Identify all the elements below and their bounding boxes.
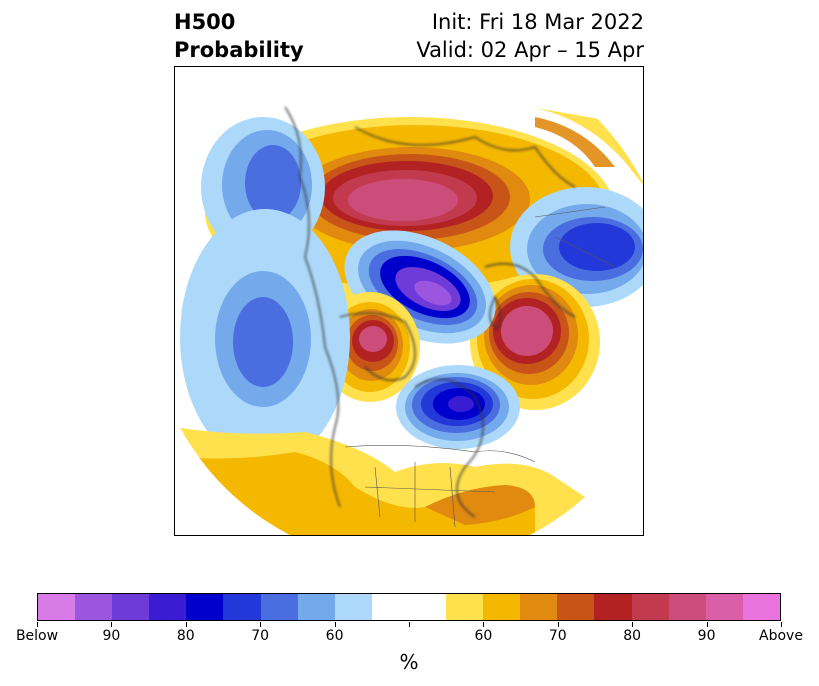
colorbar-swatch [668,594,706,620]
chart-title: H500 Probability [174,8,304,64]
colorbar-tick [111,622,113,627]
colorbar-swatch [371,594,409,620]
colorbar-tick [483,622,485,627]
colorbar-swatch [223,594,261,620]
colorbar-swatch [705,594,743,620]
colorbar-tick-label: 60 [474,628,493,644]
colorbar-swatch [408,594,447,620]
title-field: H500 [174,10,236,34]
anomaly-subtropics-above [175,427,643,535]
colorbar-tick [185,622,187,627]
map-panel [174,66,644,536]
colorbar-tick [37,622,38,627]
colorbar-swatch [631,594,669,620]
valid-period: Valid: 02 Apr – 15 Apr [416,38,644,62]
run-info: Init: Fri 18 Mar 2022 Valid: 02 Apr – 15… [416,8,644,64]
colorbar-swatch [260,594,298,620]
colorbar-swatch [446,594,484,620]
colorbar-swatch [149,594,187,620]
colorbar-tick [706,622,708,627]
colorbar-tick [260,622,262,627]
colorbar-swatch [112,594,150,620]
colorbar-tick-label: 80 [176,628,195,644]
colorbar-tick [334,622,336,627]
colorbar-tick [557,622,559,627]
colorbar-swatch [38,594,76,620]
colorbar-tick-label: 70 [548,628,567,644]
colorbar-tick-label: Above [759,628,803,644]
colorbar-swatch [557,594,595,620]
colorbar-tick-label: 80 [623,628,642,644]
colorbar-unit: % [399,650,419,674]
anomaly-atlantic-above [470,274,600,410]
colorbar-tick [781,622,782,627]
colorbar-swatch [334,594,372,620]
colorbar-swatch [742,594,780,620]
colorbar-swatch [75,594,113,620]
title-subfield: Probability [174,38,304,62]
colorbar-tick-label: 60 [325,628,344,644]
colorbar-tick-label: Below [15,628,59,644]
colorbar-swatch [483,594,521,620]
anomaly-epacific-below [180,209,350,465]
colorbar-swatch [297,594,335,620]
coastlines [284,106,576,518]
init-time: Init: Fri 18 Mar 2022 [431,10,644,34]
colorbar-swatch [594,594,632,620]
colorbar-tick [632,622,634,627]
colorbar-swatch [520,594,558,620]
anomaly-canada-below [396,365,520,449]
colorbar [37,593,781,621]
colorbar-tick-label: 90 [697,628,716,644]
colorbar-swatch [186,594,224,620]
borders [344,206,616,528]
colorbar-tick-label: 70 [251,628,270,644]
colorbar-tick-label: 90 [102,628,121,644]
probability-map [175,106,643,535]
colorbar-tick [409,622,410,627]
